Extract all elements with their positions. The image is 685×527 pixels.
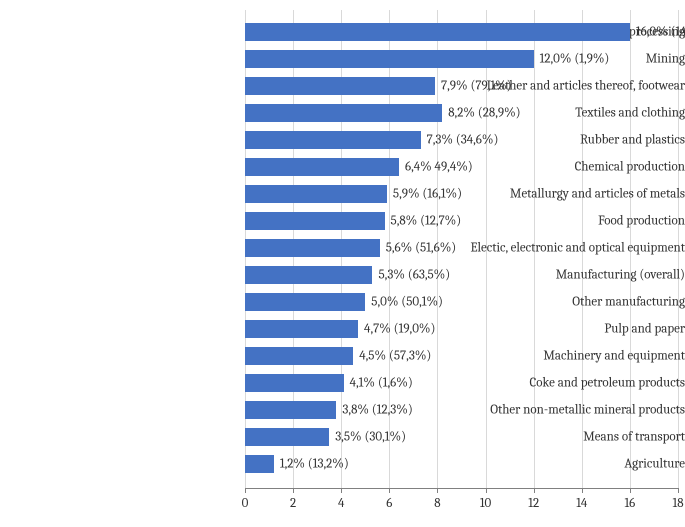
category-label: Machinery and equipment — [448, 348, 685, 363]
bar-value-label: 1,2% (13,2%) — [280, 456, 349, 471]
bar-value-label: 5,6% (51,6%) — [386, 240, 457, 255]
category-label: Other manufacturing — [448, 294, 685, 309]
x-tick-label: 10 — [480, 496, 491, 511]
x-tick-mark — [534, 488, 535, 493]
bar-value-label: 16,0% (14,9%) — [636, 24, 685, 39]
category-label: Manufacturing (overall) — [448, 267, 685, 282]
bar-value-label: 4,7% (19,0%) — [364, 321, 435, 336]
x-tick-mark — [293, 488, 294, 493]
category-label: Pulp and paper — [448, 321, 685, 336]
bar-chart: Wood processingMiningLeather and article… — [0, 0, 685, 527]
bar-value-label: 5,9% (16,1%) — [393, 186, 462, 201]
bar — [245, 428, 329, 446]
x-tick-mark — [245, 488, 246, 493]
bar — [245, 50, 534, 68]
bar-value-label: 5,8% (12,7%) — [391, 213, 462, 228]
bar-value-label: 8,2% (28,9%) — [448, 105, 520, 120]
bar — [245, 131, 421, 149]
x-tick-mark — [437, 488, 438, 493]
bar-value-label: 4,1% (1,6%) — [350, 375, 413, 390]
bar — [245, 104, 442, 122]
bar — [245, 212, 385, 230]
bar-value-label: 7,9% (79,1%) — [441, 78, 512, 93]
bar-value-label: 4,5% (57,3%) — [359, 348, 431, 363]
category-label: Food production — [448, 213, 685, 228]
x-tick-label: 16 — [624, 496, 635, 511]
x-tick-label: 8 — [434, 496, 440, 511]
bar-value-label: 3,8% (12,3%) — [342, 402, 412, 417]
bar — [245, 401, 336, 419]
x-tick-mark — [389, 488, 390, 493]
x-tick-label: 18 — [672, 496, 683, 511]
bar-value-label: 5,0% (50,1%) — [371, 294, 443, 309]
x-axis-line — [245, 488, 678, 489]
category-label: Means of transport — [448, 429, 685, 444]
category-label: Agriculture — [448, 456, 685, 471]
bar — [245, 266, 372, 284]
bar — [245, 77, 435, 95]
bar — [245, 158, 399, 176]
x-tick-mark — [630, 488, 631, 493]
bar-value-label: 3,5% (30,1%) — [335, 429, 406, 444]
bar — [245, 455, 274, 473]
category-label: Chemical production — [448, 159, 685, 174]
category-label: Coke and petroleum products — [448, 375, 685, 390]
category-label: Metallurgy and articles of metals — [448, 186, 685, 201]
bar — [245, 23, 630, 41]
x-tick-label: 0 — [242, 496, 249, 511]
bar — [245, 239, 380, 257]
x-tick-mark — [486, 488, 487, 493]
x-tick-label: 14 — [576, 496, 587, 511]
x-tick-label: 6 — [386, 496, 392, 511]
x-tick-label: 2 — [290, 496, 296, 511]
category-label: Other non-metallic mineral products — [448, 402, 685, 417]
x-tick-mark — [678, 488, 679, 493]
x-tick-label: 4 — [338, 496, 344, 511]
bar — [245, 374, 344, 392]
x-tick-label: 12 — [528, 496, 539, 511]
bar — [245, 185, 387, 203]
bar-value-label: 5,3% (63,5%) — [378, 267, 450, 282]
bar — [245, 320, 358, 338]
x-tick-mark — [341, 488, 342, 493]
bar-value-label: 6,4% 49,4%) — [405, 159, 473, 174]
bar-value-label: 7,3% (34,6%) — [427, 132, 499, 147]
bar — [245, 347, 353, 365]
category-label: Electic, electronic and optical equipmen… — [448, 240, 685, 255]
bar — [245, 293, 365, 311]
bar-value-label: 12,0% (1,9%) — [540, 51, 610, 66]
x-tick-mark — [582, 488, 583, 493]
